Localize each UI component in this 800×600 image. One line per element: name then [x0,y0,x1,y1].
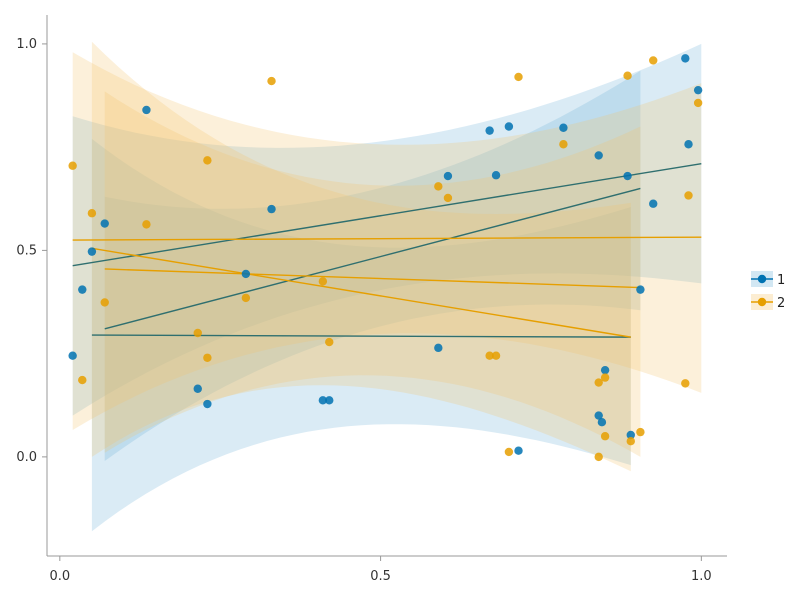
data-point-series-1 [434,343,443,353]
regression-lines [72,162,702,338]
data-point-series-1 [514,446,523,455]
data-point-series-1 [504,122,514,131]
data-point-series-1 [443,171,453,181]
data-point-series-1 [142,105,151,115]
axes [46,15,727,557]
data-point-series-1 [636,285,645,294]
fit-line-series-2-2 [91,247,631,338]
data-point-series-2 [203,353,212,362]
data-point-series-1 [559,123,568,132]
data-point-series-1 [594,151,603,160]
data-point-series-1 [241,269,251,279]
data-point-series-2 [681,379,690,388]
data-point-series-2 [623,71,632,80]
data-point-series-1 [68,351,77,360]
legend-entry-2: 2 [751,294,785,311]
data-point-series-2 [594,378,603,387]
data-point-series-1 [684,140,693,149]
fit-line-series-1-3 [91,334,631,338]
data-point-series-1 [267,204,276,214]
fit-line-series-2-3 [104,268,641,289]
data-point-series-2 [693,98,703,108]
confidence-band-series-1-1 [72,43,702,416]
data-point-series-1 [87,247,97,256]
y-tick-label: 1.0 [16,37,37,52]
data-point-series-2 [87,209,97,218]
x-tick-label: 1.0 [691,569,712,584]
legend-label: 2 [777,296,785,311]
data-point-series-2 [649,56,658,65]
data-point-series-2 [514,72,523,82]
data-point-series-2 [267,76,276,86]
x-axis-ticks: 0.0 0.5 1.0 [49,556,712,584]
data-point-series-2 [443,193,453,203]
data-point-series-2 [193,328,202,338]
data-point-series-2 [78,375,87,385]
data-points [68,54,703,462]
data-point-series-1 [681,54,690,63]
data-point-series-1 [100,219,109,228]
data-point-series-1 [649,199,658,208]
confidence-band-series-1-3 [91,138,631,532]
legend-entry-1: 1 [751,271,785,288]
data-point-series-2 [142,220,151,229]
data-point-series-1 [597,417,607,427]
y-tick-label: 0.0 [16,450,37,465]
x-tick-label: 0.5 [370,569,391,584]
data-point-series-1 [193,384,202,393]
fit-line-series-1-1 [72,162,702,267]
data-point-series-1 [485,126,494,135]
data-point-series-2 [241,293,251,303]
confidence-band-series-2-3 [104,91,641,457]
data-point-series-2 [318,277,328,286]
data-point-series-2 [594,452,603,462]
legend-label: 1 [777,273,785,288]
data-point-series-2 [491,351,501,360]
data-point-series-2 [325,337,334,347]
data-point-series-2 [485,351,494,360]
data-point-series-2 [600,432,610,441]
data-point-series-2 [600,373,610,382]
fit-line-series-2-1 [72,236,702,241]
legend-marker [757,297,767,307]
data-point-series-2 [434,182,443,191]
data-point-series-1 [594,411,603,420]
data-point-series-2 [626,436,635,446]
confidence-band-series-2-2 [91,41,631,472]
data-point-series-2 [559,140,568,149]
data-point-series-2 [203,156,212,165]
data-point-series-1 [623,171,632,181]
data-point-series-2 [100,298,109,307]
data-point-series-1 [600,365,610,375]
data-point-series-2 [504,447,514,457]
data-point-series-2 [684,191,693,200]
y-axis-ticks: 0.0 0.5 1.0 [16,37,47,465]
fit-line-series-1-2 [104,187,641,330]
data-point-series-1 [626,430,635,440]
data-point-series-1 [203,399,212,409]
data-point-series-2 [636,427,645,437]
y-tick-label: 0.5 [16,243,37,258]
data-point-series-1 [318,396,328,405]
data-point-series-1 [78,285,87,294]
legend-marker [757,274,767,284]
data-point-series-2 [68,161,77,170]
x-tick-label: 0.0 [49,569,70,584]
data-point-series-1 [693,85,703,95]
legend: 12 [751,271,785,311]
data-point-series-1 [491,171,501,180]
data-point-series-1 [325,396,334,405]
confidence-band-series-1-2 [104,70,641,462]
